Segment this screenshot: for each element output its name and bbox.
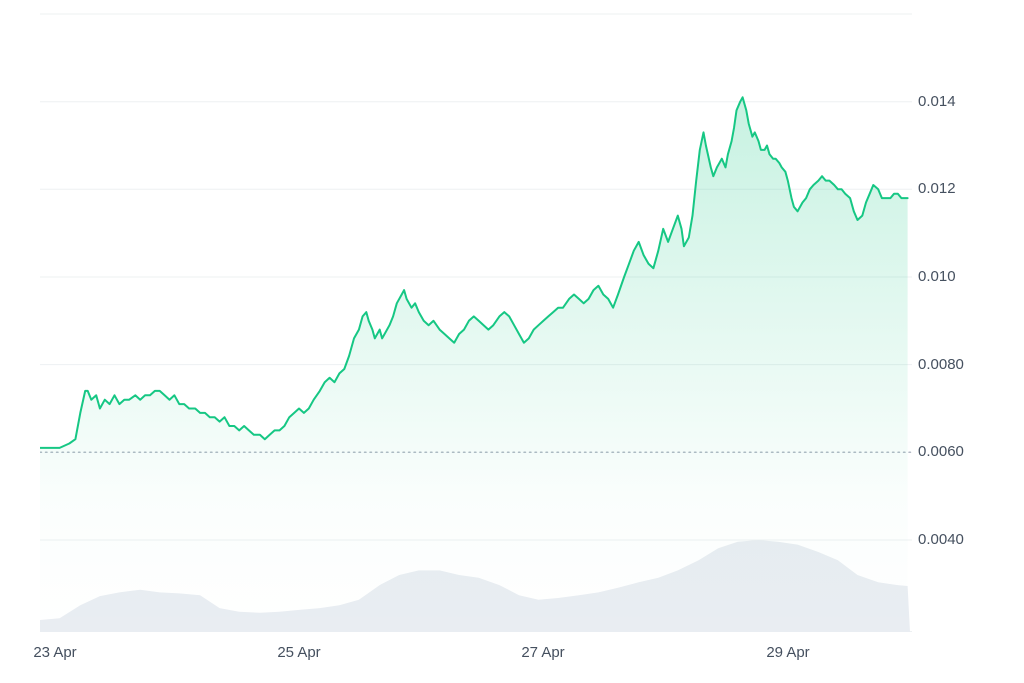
plot-area[interactable]	[40, 0, 912, 632]
x-axis-tick-label: 25 Apr	[277, 644, 321, 661]
y-axis-tick-label: 0.010	[918, 268, 956, 285]
y-axis-tick-label: 0.012	[918, 180, 956, 197]
chart-canvas[interactable]	[40, 0, 912, 632]
y-axis-tick-label: 0.014	[918, 93, 956, 110]
y-axis-tick-label: 0.0040	[918, 531, 964, 548]
x-axis-tick-label: 29 Apr	[766, 644, 810, 661]
x-axis-tick-label: 27 Apr	[521, 644, 565, 661]
y-axis: 0.014 0.012 0.010 0.0080 0.0060 0.0040	[918, 0, 1022, 632]
x-axis: 23 Apr 25 Apr 27 Apr 29 Apr	[33, 632, 912, 683]
y-axis-tick-label: 0.0060	[918, 443, 964, 460]
price-line	[40, 96, 909, 449]
x-axis-tick-label: 23 Apr	[33, 644, 77, 661]
y-axis-tick-label: 0.0080	[918, 356, 964, 373]
